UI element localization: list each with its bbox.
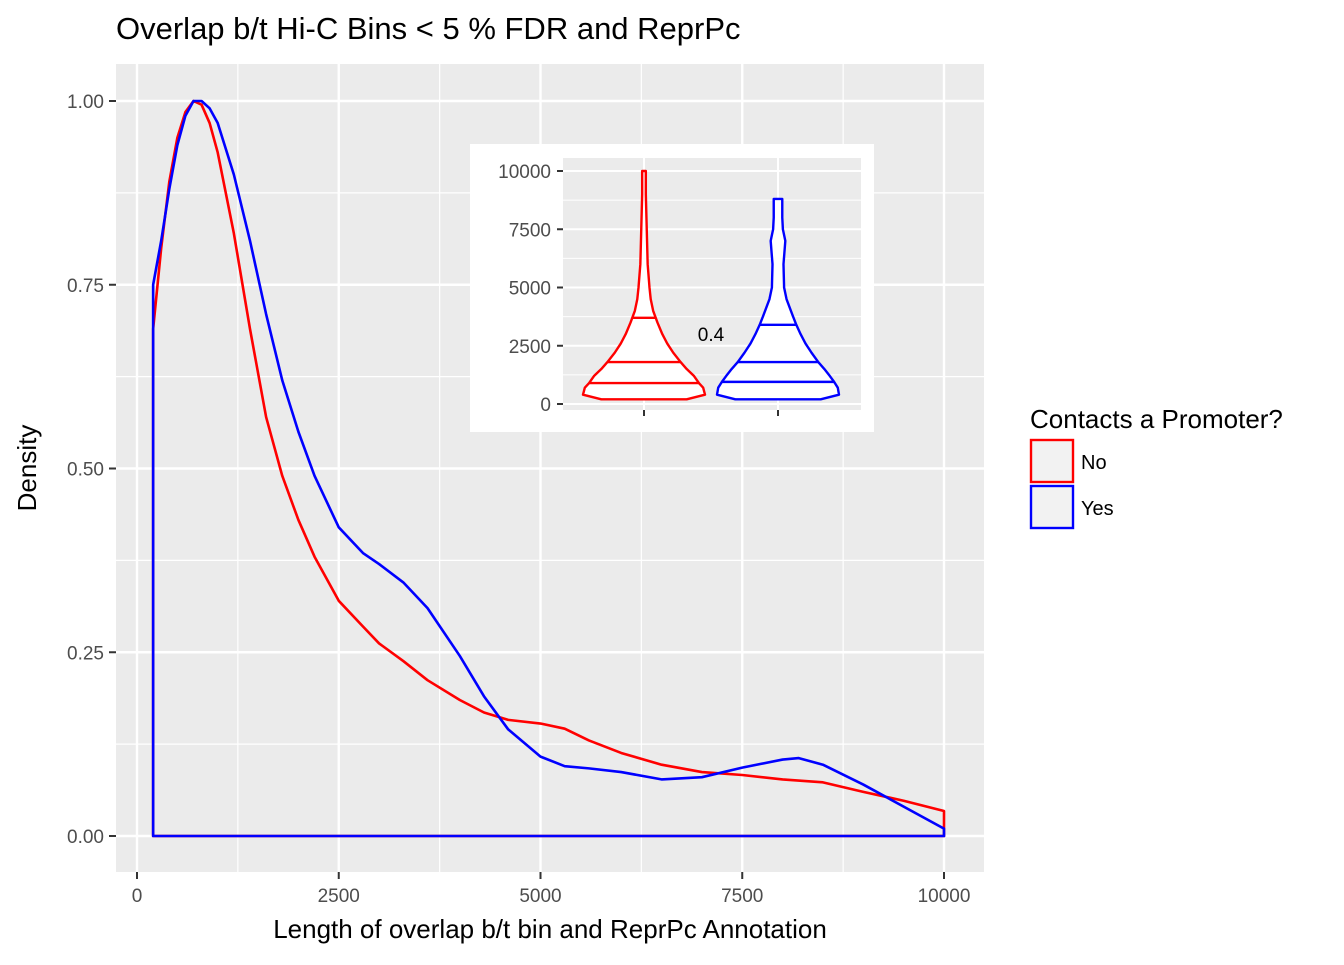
violin-yes bbox=[715, 197, 841, 401]
inset-violins bbox=[581, 169, 841, 401]
inset-y-tick-label: 2500 bbox=[509, 337, 551, 358]
x-tick-label: 0 bbox=[132, 886, 143, 907]
chart-title: Overlap b/t Hi-C Bins < 5 % FDR and Repr… bbox=[116, 11, 741, 46]
x-tick-label: 7500 bbox=[721, 886, 763, 907]
inset-y-tick-label: 0 bbox=[540, 395, 551, 416]
legend-entries: No Yes bbox=[1029, 438, 1114, 530]
main-axes: 0 2500 5000 7500 10000 0.00 0.25 0.50 0.75 1.00 bbox=[67, 92, 970, 907]
y-tick-label: 0.25 bbox=[67, 643, 104, 664]
x-tick-label: 5000 bbox=[519, 886, 561, 907]
legend-title: Contacts a Promoter? bbox=[1030, 404, 1283, 434]
density-line-yes bbox=[151, 99, 946, 838]
y-axis-label: Density bbox=[12, 425, 42, 512]
x-axis-label: Length of overlap b/t bin and ReprPc Ann… bbox=[273, 914, 827, 944]
inset-y-tick-label: 5000 bbox=[509, 279, 551, 300]
legend-key-yes bbox=[1029, 484, 1075, 530]
y-tick-label: 0.75 bbox=[67, 276, 104, 297]
legend-label-yes: Yes bbox=[1081, 498, 1114, 520]
legend-key-no bbox=[1029, 438, 1075, 484]
legend: Contacts a Promoter? No Yes bbox=[1029, 404, 1283, 530]
inset-annotation: 0.4 bbox=[698, 325, 725, 346]
inset-violin-chart: 0 2500 5000 7500 10000 0.4 bbox=[470, 144, 874, 432]
violin-no bbox=[581, 169, 707, 401]
y-tick-label: 0.00 bbox=[67, 827, 104, 848]
x-tick-label: 2500 bbox=[318, 886, 360, 907]
main-density-series bbox=[151, 99, 946, 838]
y-tick-label: 1.00 bbox=[67, 92, 104, 113]
inset-y-tick-label: 7500 bbox=[509, 220, 551, 241]
legend-label-no: No bbox=[1081, 452, 1107, 474]
y-tick-label: 0.50 bbox=[67, 460, 104, 481]
inset-axes: 0 2500 5000 7500 10000 bbox=[498, 162, 779, 416]
inset-y-tick-label: 10000 bbox=[498, 162, 551, 183]
x-tick-label: 10000 bbox=[918, 886, 971, 907]
